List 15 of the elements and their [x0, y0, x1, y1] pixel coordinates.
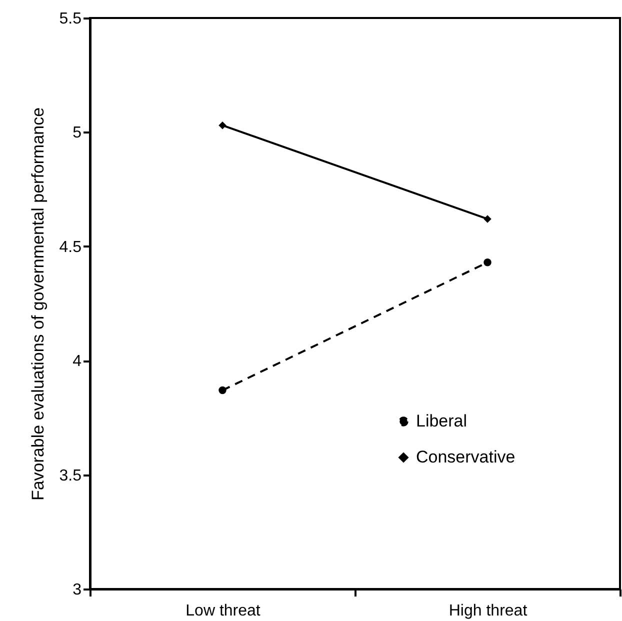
y-tick-label: 3	[72, 582, 82, 598]
y-tick-label: 3.5	[59, 467, 82, 484]
y-tick-label: 5	[72, 124, 82, 142]
y-tick-label: 5.5	[59, 10, 82, 28]
point	[484, 215, 492, 223]
y-tick-label: 4.5	[59, 238, 82, 256]
y-tick-label: 4	[72, 353, 82, 370]
point	[218, 386, 226, 394]
x-tick-label: Low threat	[186, 602, 261, 620]
legend-label: Liberal	[416, 412, 468, 430]
point	[218, 121, 226, 130]
y-axis-title: Favorable evaluations of governmental performance	[28, 107, 48, 501]
x-tick-label: High threat	[448, 602, 528, 620]
legend-label: Conservative	[416, 448, 516, 466]
point	[484, 258, 492, 266]
